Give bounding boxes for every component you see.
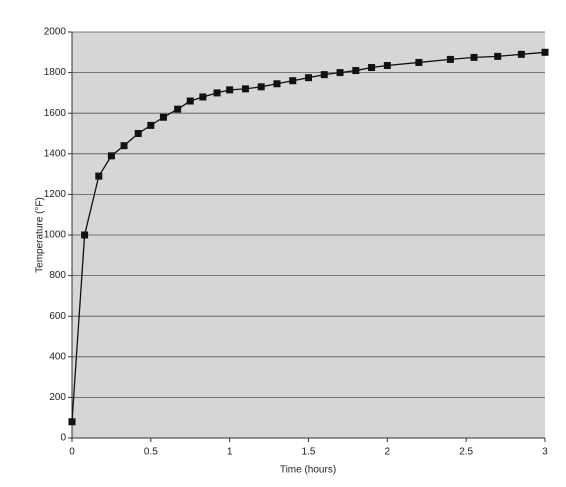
y-tick-label: 0 — [60, 433, 66, 444]
y-tick-label: 200 — [49, 392, 66, 403]
marker — [213, 89, 221, 97]
marker — [134, 130, 142, 137]
marker — [226, 86, 234, 94]
y-axis-label: Temperature (°F) — [35, 197, 46, 273]
marker — [289, 77, 297, 85]
marker — [120, 142, 128, 150]
marker — [186, 97, 194, 105]
marker — [147, 121, 155, 129]
x-tick-label: 1.5 — [302, 447, 316, 458]
y-tick-label: 2000 — [44, 27, 67, 38]
marker — [368, 64, 376, 72]
y-tick-label: 600 — [49, 311, 66, 322]
marker — [305, 74, 312, 82]
y-tick-label: 800 — [49, 270, 66, 281]
marker — [446, 55, 454, 63]
marker — [517, 50, 525, 58]
marker — [174, 105, 182, 113]
marker — [95, 172, 103, 180]
x-tick-label: 1 — [227, 447, 233, 458]
marker — [257, 83, 265, 91]
x-tick-label: 0.5 — [144, 447, 158, 458]
x-tick-label: 0 — [69, 447, 75, 458]
marker — [273, 80, 281, 88]
y-tick-label: 1600 — [44, 108, 67, 119]
marker — [383, 61, 391, 69]
marker — [470, 53, 478, 61]
marker — [336, 69, 344, 77]
marker — [415, 58, 423, 66]
x-tick-label: 3 — [542, 447, 548, 458]
y-tick-label: 1800 — [44, 67, 67, 78]
x-tick-label: 2.5 — [459, 447, 473, 458]
marker — [320, 71, 328, 79]
y-tick-label: 1400 — [44, 148, 67, 159]
x-tick-label: 2 — [385, 447, 391, 458]
y-tick-label: 1000 — [44, 230, 67, 241]
marker — [81, 231, 89, 239]
marker — [541, 48, 549, 56]
x-axis-label: Time (hours) — [280, 465, 336, 476]
y-tick-label: 1200 — [44, 189, 67, 200]
marker — [241, 85, 249, 93]
marker — [68, 418, 76, 426]
y-tick-label: 400 — [49, 351, 66, 362]
marker — [199, 93, 207, 101]
marker — [494, 52, 502, 60]
marker — [107, 152, 115, 160]
marker — [159, 113, 167, 121]
marker — [352, 67, 360, 75]
